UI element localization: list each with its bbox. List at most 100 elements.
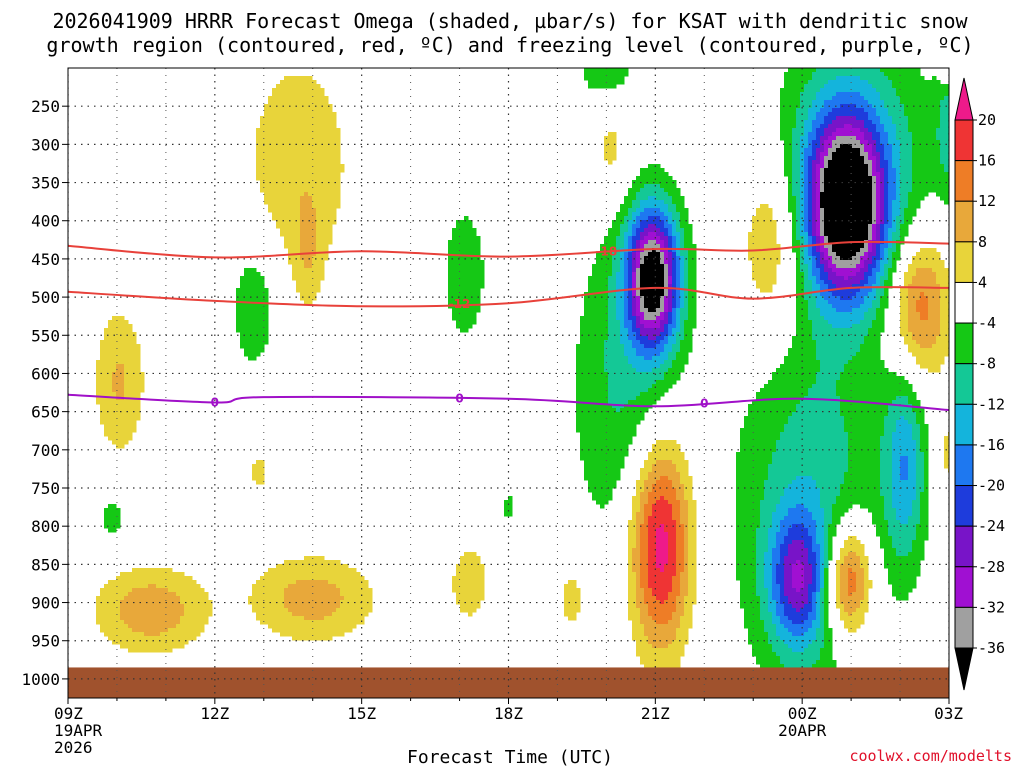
omega-cell — [476, 308, 481, 313]
omega-cell — [892, 160, 897, 165]
omega-cell — [824, 168, 829, 173]
omega-cell — [300, 188, 305, 193]
omega-cell — [904, 108, 909, 113]
omega-cell — [824, 208, 829, 213]
omega-cell — [836, 324, 841, 329]
omega-cell — [748, 236, 753, 241]
omega-cell — [824, 244, 829, 249]
omega-cell — [888, 100, 893, 105]
omega-cell — [824, 320, 829, 325]
omega-cell — [300, 80, 305, 85]
omega-cell — [936, 188, 941, 193]
omega-cell — [924, 92, 929, 97]
omega-cell — [632, 228, 637, 233]
omega-cell — [872, 300, 877, 305]
omega-cell — [112, 320, 117, 325]
omega-cell — [332, 144, 337, 149]
omega-cell — [832, 192, 837, 197]
omega-cell — [912, 280, 917, 285]
omega-cell — [868, 136, 873, 141]
omega-cell — [812, 324, 817, 329]
omega-cell — [584, 304, 589, 309]
omega-cell — [808, 196, 813, 201]
omega-cell — [324, 244, 329, 249]
omega-cell — [596, 296, 601, 301]
omega-cell — [668, 288, 673, 293]
omega-cell — [936, 136, 941, 141]
omega-cell — [668, 332, 673, 337]
omega-cell — [832, 284, 837, 289]
omega-cell — [616, 72, 621, 77]
omega-cell — [784, 80, 789, 85]
omega-cell — [844, 288, 849, 293]
omega-cell — [832, 200, 837, 205]
omega-cell — [940, 132, 945, 137]
omega-cell — [592, 300, 597, 305]
omega-cell — [916, 80, 921, 85]
omega-cell — [588, 320, 593, 325]
omega-cell — [900, 168, 905, 173]
omega-cell — [448, 296, 453, 301]
omega-cell — [860, 120, 865, 125]
omega-cell — [856, 96, 861, 101]
omega-cell — [944, 328, 949, 333]
omega-cell — [636, 336, 641, 341]
omega-cell — [752, 240, 757, 245]
omega-cell — [644, 252, 649, 257]
omega-cell — [868, 112, 873, 117]
omega-cell — [856, 324, 861, 329]
omega-cell — [796, 96, 801, 101]
omega-cell — [916, 148, 921, 153]
omega-cell — [604, 344, 609, 349]
omega-cell — [880, 256, 885, 261]
omega-cell — [596, 76, 601, 81]
omega-cell — [624, 332, 629, 337]
omega-cell — [468, 240, 473, 245]
omega-cell — [632, 236, 637, 241]
omega-cell — [456, 256, 461, 261]
omega-cell — [896, 112, 901, 117]
omega-cell — [784, 164, 789, 169]
omega-cell — [280, 220, 285, 225]
omega-cell — [840, 128, 845, 133]
omega-cell — [460, 316, 465, 321]
omega-cell — [292, 156, 297, 161]
omega-cell — [332, 164, 337, 169]
omega-cell — [680, 284, 685, 289]
omega-cell — [320, 160, 325, 165]
omega-cell — [688, 324, 693, 329]
omega-cell — [764, 220, 769, 225]
omega-cell — [824, 276, 829, 281]
omega-cell — [824, 272, 829, 277]
omega-cell — [676, 224, 681, 229]
omega-cell — [872, 336, 877, 341]
omega-cell — [808, 336, 813, 341]
omega-cell — [328, 152, 333, 157]
omega-cell — [836, 132, 841, 137]
omega-cell — [616, 272, 621, 277]
omega-cell — [864, 204, 869, 209]
omega-cell — [612, 324, 617, 329]
omega-cell — [864, 156, 869, 161]
omega-cell — [880, 136, 885, 141]
omega-cell — [836, 316, 841, 321]
omega-cell — [328, 236, 333, 241]
omega-cell — [936, 120, 941, 125]
omega-cell — [616, 280, 621, 285]
omega-cell — [876, 116, 881, 121]
omega-cell — [932, 84, 937, 89]
omega-cell — [668, 232, 673, 237]
omega-cell — [788, 108, 793, 113]
omega-cell — [308, 248, 313, 253]
omega-cell — [300, 284, 305, 289]
omega-cell — [868, 172, 873, 177]
omega-cell — [308, 276, 313, 281]
omega-cell — [304, 212, 309, 217]
omega-cell — [872, 116, 877, 121]
omega-cell — [656, 224, 661, 229]
omega-cell — [904, 164, 909, 169]
omega-cell — [632, 256, 637, 261]
omega-cell — [464, 248, 469, 253]
omega-cell — [864, 256, 869, 261]
omega-cell — [620, 272, 625, 277]
